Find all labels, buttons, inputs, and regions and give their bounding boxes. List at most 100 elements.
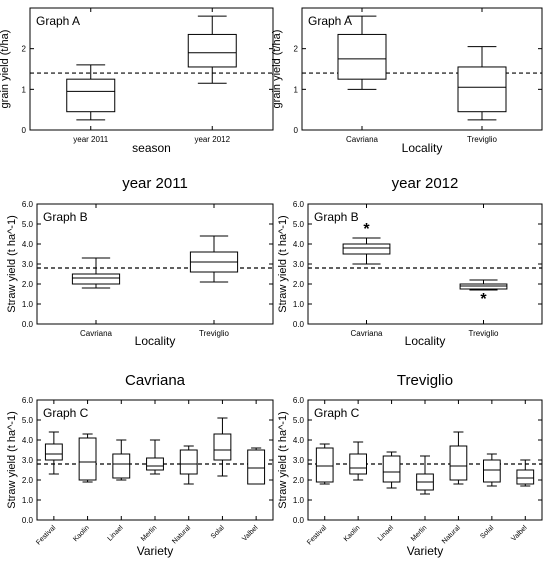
y-tick-label: 0.0 [293,516,305,525]
y-axis-label: Straw yield (t ha^-1) [6,215,18,312]
y-axis-label: Straw yield (t ha^-1) [277,411,289,508]
chart-title: year 2012 [392,175,459,192]
y-tick-label: 2.0 [22,280,34,289]
y-tick-label: 3.0 [293,456,305,465]
box [516,469,535,485]
y-tick-label: 5.0 [293,220,305,229]
x-tick-label: Valbel [510,524,529,543]
box [342,243,391,255]
outlier-marker: * [480,291,487,308]
x-tick-label: Cavriana [350,329,383,338]
y-axis-label: grain yield (t/ha) [271,30,283,109]
x-tick-label: Festival [306,524,328,546]
box [66,78,116,113]
x-tick-label: Treviglio [199,329,229,338]
y-tick-label: 6.0 [22,396,34,405]
chart-title: Cavriana [125,372,186,389]
x-tick-label: Solal [210,524,226,540]
panel-label: Graph B [43,210,88,224]
x-tick-label: Treviglio [467,135,497,144]
x-tick-label: Treviglio [469,329,499,338]
box [337,33,387,80]
y-tick-label: 4.0 [293,436,305,445]
y-tick-label: 4.0 [293,240,305,249]
y-tick-label: 6.0 [293,396,305,405]
y-axis-label: grain yield (t/ha) [0,30,11,109]
y-tick-label: 5.0 [22,220,34,229]
y-axis-label: Straw yield (t ha^-1) [6,411,18,508]
y-tick-label: 2.0 [22,476,34,485]
y-tick-label: 1.0 [22,496,34,505]
x-tick-label: Cavriana [346,135,379,144]
plot-frame [29,7,274,131]
panel-label: Graph A [36,14,80,28]
y-tick-label: 6.0 [293,200,305,209]
box [315,447,334,483]
y-tick-label: 0.0 [293,320,305,329]
y-tick-label: 6.0 [22,200,34,209]
panel-label: Graph C [43,406,89,420]
box [349,453,367,475]
y-tick-label: 0 [22,126,27,135]
x-tick-label: year 2011 [73,135,109,144]
box [213,433,232,461]
x-tick-label: Kaolin [72,524,91,543]
y-tick-label: 0.0 [22,320,34,329]
y-tick-label: 2 [22,45,27,54]
plot-frame [301,7,543,131]
x-axis-label: season [132,141,171,155]
x-axis-label: Locality [402,141,443,155]
x-tick-label: Linael [377,524,395,542]
chart-title: year 2011 [122,175,188,192]
y-tick-label: 2.0 [293,476,305,485]
y-tick-label: 0 [294,126,299,135]
box [449,445,468,481]
x-tick-label: year 2012 [194,135,230,144]
box [187,33,237,68]
y-tick-label: 1 [294,85,299,94]
box [112,453,131,479]
y-tick-label: 1 [22,85,27,94]
y-tick-label: 1.0 [22,300,34,309]
box [44,443,63,461]
x-tick-label: Kaolin [343,524,362,543]
y-tick-label: 4.0 [22,240,34,249]
y-tick-label: 0.0 [22,516,34,525]
y-tick-label: 5.0 [293,416,305,425]
x-axis-label: Locality [405,334,446,348]
x-tick-label: Cavriana [80,329,113,338]
x-tick-label: Solal [479,524,495,540]
y-tick-label: 3.0 [22,260,34,269]
box [382,455,401,483]
x-tick-label: Natural [171,524,192,545]
box [78,437,97,481]
box [247,449,266,485]
y-axis-label: Straw yield (t ha^-1) [277,215,289,312]
x-tick-label: Linael [107,524,125,542]
y-tick-label: 2.0 [293,280,305,289]
box [457,66,507,113]
y-tick-label: 2 [294,45,299,54]
y-tick-label: 3.0 [22,456,34,465]
box [71,273,121,285]
x-tick-label: Natural [441,524,462,545]
x-axis-label: Variety [407,544,443,558]
y-tick-label: 1.0 [293,300,305,309]
outlier-marker: * [363,221,370,238]
box [146,457,164,471]
x-axis-label: Locality [135,334,176,348]
x-tick-label: Valbel [241,524,260,543]
x-axis-label: Variety [137,544,173,558]
panel-label: Graph C [314,406,360,420]
y-tick-label: 5.0 [22,416,34,425]
x-tick-label: Festival [35,524,57,546]
box [179,449,198,475]
panel-label: Graph A [308,14,352,28]
x-tick-label: Merlin [410,524,429,543]
x-tick-label: Merlin [140,524,159,543]
box [483,459,501,483]
chart-title: Treviglio [397,372,453,389]
y-tick-label: 1.0 [293,496,305,505]
y-tick-label: 4.0 [22,436,34,445]
